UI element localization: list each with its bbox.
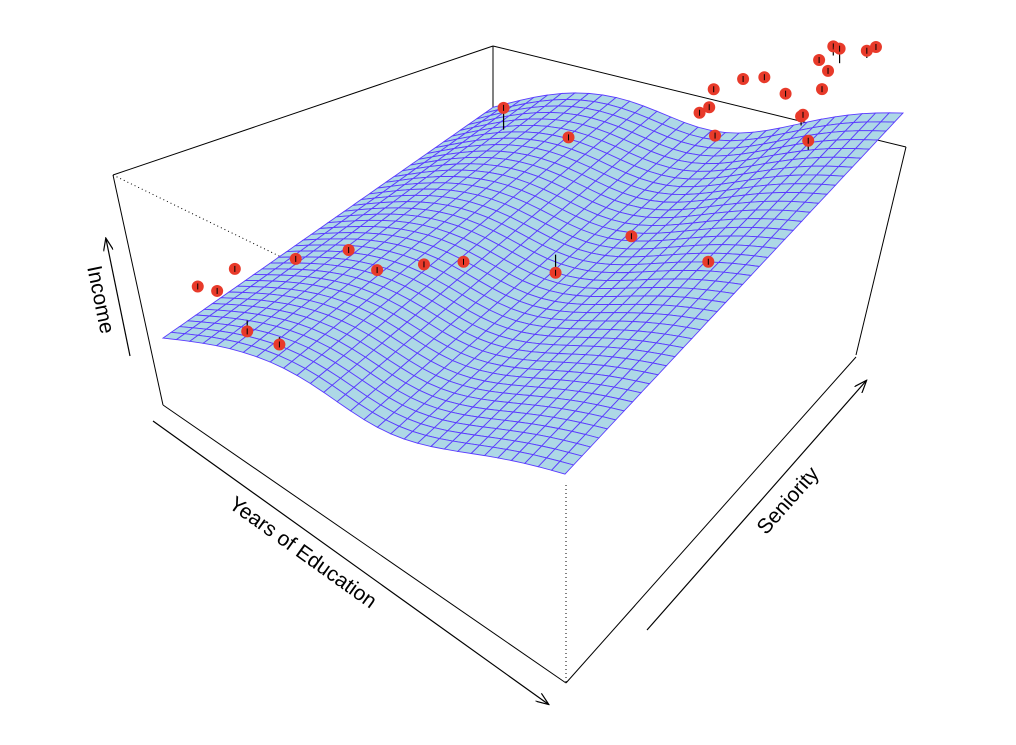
- box-left-vertical-edge: [112, 174, 164, 406]
- x-axis-label: Years of Education: [225, 492, 381, 613]
- box-front-right-edge: [565, 356, 857, 684]
- box-front-edges: [162, 356, 857, 684]
- data-points: [191, 40, 882, 351]
- x-axis-arrow: [152, 420, 548, 704]
- y-axis-label: Seniority: [753, 462, 825, 539]
- box-front-left-edge: [162, 404, 567, 684]
- box-top-back-edge: [112, 45, 494, 176]
- box-right-vertical-edge: [855, 146, 907, 356]
- box-back-edges: [112, 174, 567, 683]
- z-axis-arrow: [106, 239, 131, 357]
- surface-mesh: [161, 92, 905, 475]
- surface-and-points: [161, 40, 905, 475]
- surface-facet: [550, 460, 575, 475]
- y-axis-arrow: [646, 381, 866, 631]
